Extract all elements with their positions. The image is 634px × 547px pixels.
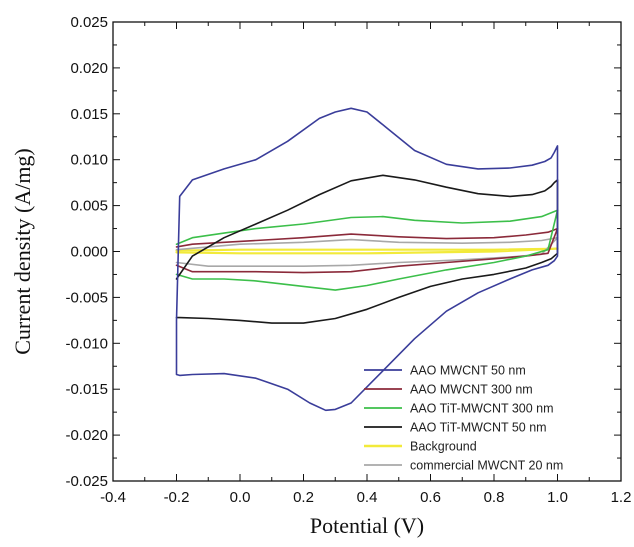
x-tick-label: -0.2	[164, 489, 190, 506]
x-tick-label: 0.6	[420, 489, 441, 506]
y-tick-label: 0.025	[70, 14, 108, 31]
legend-label-2: AAO TiT-MWCNT 300 nm	[410, 402, 554, 416]
axes-ticks: -0.4 -0.2 0.0 0.2 0.4 0.6 0.8 1.0 1.2 -0.025 -0.02…	[65, 14, 631, 506]
legend-label-3: AAO TiT-MWCNT 50 nm	[410, 421, 547, 435]
y-tick-label: -0.015	[65, 381, 108, 398]
y-tick-label: 0.010	[70, 152, 108, 169]
series-line-0	[175, 107, 559, 412]
legend-label-1: AAO MWCNT 300 nm	[410, 383, 533, 397]
series-line-4	[175, 247, 559, 255]
x-tick-label: 0.8	[484, 489, 505, 506]
y-tick-label: -0.020	[65, 427, 108, 444]
y-tick-label: 0.000	[70, 244, 108, 261]
x-tick-label: -0.4	[100, 489, 126, 506]
y-tick-label: -0.005	[65, 289, 108, 306]
x-tick-label: 0.2	[293, 489, 314, 506]
y-tick-label: 0.015	[70, 106, 108, 123]
x-tick-label: 0.4	[357, 489, 378, 506]
x-tick-label: 0.0	[230, 489, 251, 506]
y-tick-label: 0.020	[70, 60, 108, 77]
y-tick-label: -0.025	[65, 473, 108, 490]
series-line-2	[175, 209, 559, 291]
y-tick-label: -0.010	[65, 335, 108, 352]
x-tick-label: 1.0	[547, 489, 568, 506]
legend-label-5: commercial MWCNT 20 nm	[410, 459, 563, 473]
legend-label-4: Background	[410, 440, 477, 454]
y-tick-label: 0.005	[70, 198, 108, 215]
x-axis-title: Potential (V)	[310, 513, 424, 538]
legend-label-0: AAO MWCNT 50 nm	[410, 364, 526, 378]
legend: AAO MWCNT 50 nm AAO MWCNT 300 nm AAO TiT-M…	[364, 364, 563, 473]
x-tick-label: 1.2	[611, 489, 632, 506]
y-axis-title: Current density (A/mg)	[10, 148, 35, 355]
